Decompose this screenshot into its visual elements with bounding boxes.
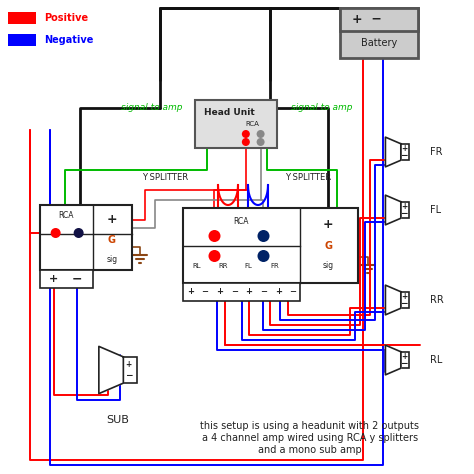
Bar bbox=[340, 8, 418, 58]
Bar bbox=[340, 8, 418, 30]
Text: +: + bbox=[126, 360, 132, 369]
Text: +: + bbox=[401, 292, 407, 301]
Text: RL: RL bbox=[193, 264, 201, 270]
Text: +: + bbox=[275, 288, 282, 297]
Polygon shape bbox=[99, 346, 123, 393]
Text: Y SPLITTER: Y SPLITTER bbox=[285, 173, 331, 182]
Text: RR: RR bbox=[218, 264, 228, 270]
Text: +: + bbox=[216, 288, 223, 297]
Text: FR: FR bbox=[270, 264, 279, 270]
Text: −: − bbox=[231, 288, 238, 297]
Polygon shape bbox=[385, 137, 401, 167]
Polygon shape bbox=[385, 195, 401, 225]
Circle shape bbox=[209, 230, 220, 242]
Bar bbox=[40, 205, 132, 270]
Text: −: − bbox=[401, 151, 408, 160]
Text: FL: FL bbox=[245, 264, 253, 270]
Text: FR: FR bbox=[430, 147, 443, 157]
Circle shape bbox=[73, 228, 83, 238]
Text: Positive: Positive bbox=[44, 13, 88, 23]
Text: Negative: Negative bbox=[44, 35, 93, 45]
Circle shape bbox=[256, 130, 264, 138]
Text: +: + bbox=[107, 212, 117, 226]
Circle shape bbox=[256, 138, 264, 146]
Circle shape bbox=[257, 230, 270, 242]
Text: −: − bbox=[290, 288, 296, 297]
Bar bbox=[401, 202, 409, 218]
Text: G: G bbox=[108, 235, 116, 245]
Text: signal to amp: signal to amp bbox=[291, 102, 353, 111]
Text: +  −: + − bbox=[352, 12, 382, 26]
Bar bbox=[401, 144, 409, 160]
Bar bbox=[8, 34, 36, 46]
Text: RCA: RCA bbox=[233, 217, 248, 226]
Text: RL: RL bbox=[430, 355, 442, 365]
Circle shape bbox=[51, 228, 61, 238]
Text: −: − bbox=[125, 371, 132, 380]
Text: −: − bbox=[201, 288, 209, 297]
Text: this setup is using a headunit with 2 outputs
a 4 channel amp wired using RCA y : this setup is using a headunit with 2 ou… bbox=[201, 421, 419, 455]
Text: −: − bbox=[401, 209, 408, 218]
Text: RCA: RCA bbox=[58, 210, 73, 219]
Text: −: − bbox=[401, 359, 408, 368]
Text: +: + bbox=[246, 288, 253, 297]
Text: +: + bbox=[49, 274, 58, 284]
Polygon shape bbox=[385, 285, 401, 315]
Text: +: + bbox=[187, 288, 194, 297]
Circle shape bbox=[257, 250, 270, 262]
Text: FL: FL bbox=[430, 205, 441, 215]
Bar bbox=[183, 208, 358, 283]
Bar bbox=[123, 357, 137, 383]
Bar bbox=[8, 12, 36, 24]
Text: sig: sig bbox=[323, 262, 334, 271]
Text: +: + bbox=[323, 218, 334, 230]
Circle shape bbox=[242, 138, 250, 146]
Text: −: − bbox=[72, 273, 82, 285]
Circle shape bbox=[242, 130, 250, 138]
Text: +: + bbox=[401, 202, 407, 211]
Text: SUB: SUB bbox=[107, 415, 129, 425]
Text: Head Unit: Head Unit bbox=[204, 108, 255, 117]
Text: +: + bbox=[401, 144, 407, 153]
Text: −: − bbox=[401, 299, 408, 308]
Bar bbox=[195, 100, 277, 148]
Text: Battery: Battery bbox=[361, 38, 397, 48]
Text: G: G bbox=[324, 241, 332, 251]
Text: −: − bbox=[260, 288, 267, 297]
Circle shape bbox=[209, 250, 220, 262]
Text: Y SPLITTER: Y SPLITTER bbox=[142, 173, 188, 182]
Bar bbox=[40, 270, 93, 288]
Text: +: + bbox=[401, 352, 407, 361]
Text: sig: sig bbox=[106, 255, 118, 264]
Bar bbox=[401, 352, 409, 368]
Text: RR: RR bbox=[430, 295, 444, 305]
Text: signal to amp: signal to amp bbox=[121, 102, 183, 111]
Polygon shape bbox=[385, 345, 401, 375]
Bar bbox=[401, 292, 409, 308]
Text: RCA: RCA bbox=[246, 121, 259, 127]
Bar bbox=[183, 283, 300, 301]
